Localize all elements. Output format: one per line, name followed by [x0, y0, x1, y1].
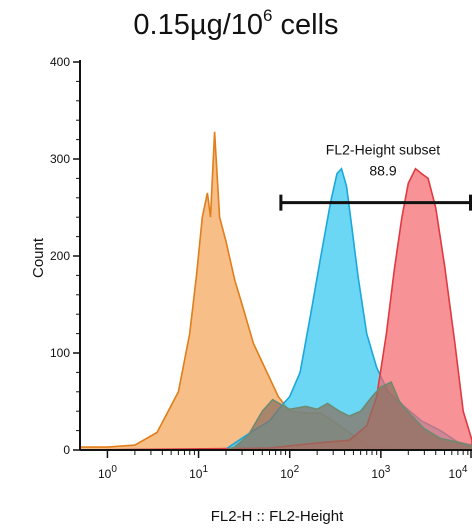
x-tick-label: 101	[189, 464, 208, 481]
series-area-4	[80, 381, 472, 451]
gate-layer: FL2-Height subset 88.9	[279, 142, 472, 211]
y-tick-label: 300	[50, 152, 70, 166]
title-superscript: 6	[263, 6, 273, 25]
title-prefix: 0.15µg/10	[133, 9, 264, 41]
gate-name-label: FL2-Height subset	[326, 142, 441, 158]
y-tick-label: 200	[50, 249, 70, 263]
gate-value-label: 88.9	[369, 163, 396, 179]
y-tick-label: 100	[50, 346, 70, 360]
x-tick-label: 104	[449, 464, 468, 481]
y-tick-label: 400	[50, 55, 70, 69]
y-tick-label: 0	[63, 443, 70, 457]
y-axis-label: Count	[30, 237, 47, 278]
x-tick-label: 100	[98, 464, 117, 481]
axes-layer: 0 100 200 300 400 100 101 102 103 104	[50, 55, 472, 481]
x-tick-label: 102	[280, 464, 299, 481]
x-axis-label: FL2-H :: FL2-Height	[211, 508, 344, 525]
x-tick-label: 103	[371, 464, 390, 481]
series-layer	[79, 131, 472, 451]
page-title: 0.15µg/106 cells	[0, 6, 472, 42]
title-suffix: cells	[272, 9, 339, 41]
